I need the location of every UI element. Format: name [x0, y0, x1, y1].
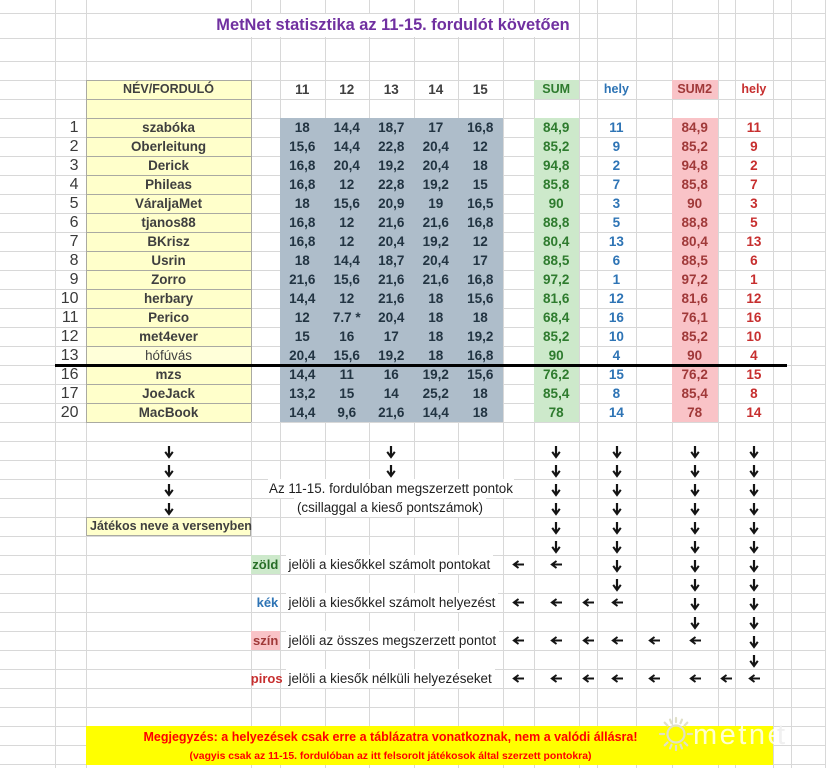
svg-text:t: t	[777, 719, 785, 751]
svg-text:metne: metne	[693, 719, 786, 751]
